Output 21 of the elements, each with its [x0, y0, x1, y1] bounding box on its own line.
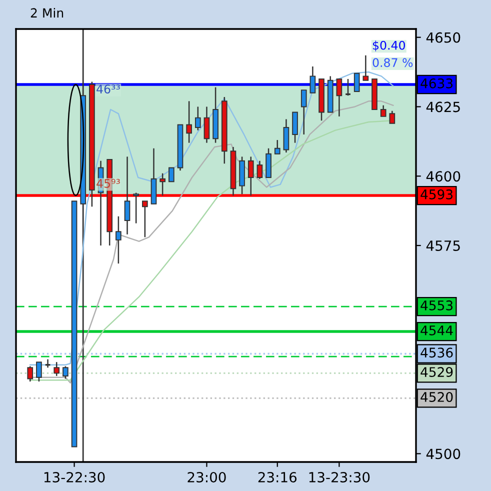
ref-line-label: 4593	[420, 189, 453, 200]
annotation: 0.87 %	[372, 58, 413, 68]
annotation: $0.40	[372, 40, 406, 52]
x-tick-label: 23:00	[188, 472, 226, 482]
y-tick-label: 4600	[426, 171, 460, 182]
y-tick-label: 4575	[426, 240, 460, 251]
ref-line-label: 4536	[420, 348, 453, 358]
ref-line-label: 4633	[420, 78, 453, 88]
y-tick-label: 4500	[426, 448, 460, 460]
ref-line-label: 4520	[420, 392, 453, 402]
x-tick-label: 23:16	[258, 472, 297, 482]
chart-title: 2 Min	[30, 8, 64, 18]
ref-line-label: 4553	[420, 300, 453, 310]
annotation: 46³³	[96, 84, 120, 94]
ref-line-label: 4544	[420, 326, 453, 336]
x-tick-label: 13-22:30	[44, 472, 105, 482]
ref-line-label: 4529	[420, 367, 453, 378]
annotation: 45⁹³	[96, 178, 120, 188]
y-tick-label: 4650	[426, 32, 460, 43]
x-tick-label: 13-23:30	[309, 472, 370, 482]
y-tick-label: 4625	[426, 102, 460, 112]
